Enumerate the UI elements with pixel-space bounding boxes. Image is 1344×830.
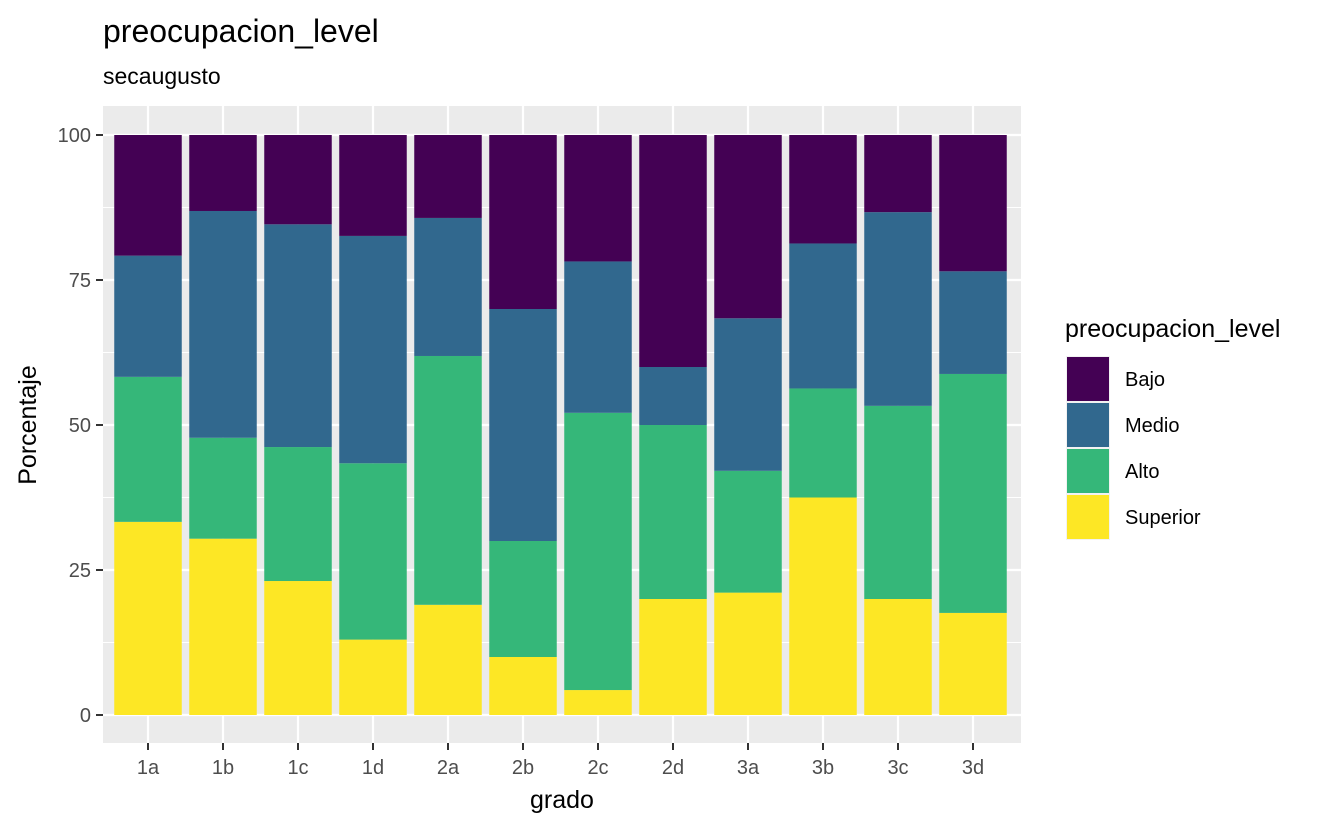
bar-segment-1a-medio — [114, 255, 182, 377]
y-axis: 0 25 50 75 100 — [58, 125, 103, 727]
bar-segment-2c-bajo — [564, 135, 632, 262]
legend-swatch-alto — [1067, 449, 1109, 493]
x-tick-label: 3b — [812, 757, 834, 779]
bar-segment-1c-medio — [264, 224, 332, 448]
bar-segment-3b-alto — [789, 388, 857, 498]
bar-segment-1b-bajo — [189, 135, 257, 211]
y-axis-title: Porcentaje — [14, 365, 42, 485]
x-tick-label: 1c — [287, 757, 308, 779]
bar-segment-3d-bajo — [939, 135, 1007, 272]
legend: Bajo Medio Alto Superior — [1066, 356, 1201, 540]
bar-segment-2b-superior — [489, 657, 557, 715]
bar-segment-2d-medio — [639, 367, 707, 425]
bar-segment-3a-medio — [714, 318, 782, 471]
bar-segment-1a-superior — [114, 521, 182, 715]
x-tick-label: 2a — [437, 757, 460, 779]
bar-segment-1c-superior — [264, 581, 332, 715]
legend-swatch-bajo — [1067, 357, 1109, 401]
bar-segment-3d-alto — [939, 373, 1007, 613]
bar-segment-2b-alto — [489, 541, 557, 657]
bar-segment-1d-superior — [339, 639, 407, 715]
y-tick-label: 0 — [80, 705, 91, 727]
bar-segment-1c-alto — [264, 447, 332, 582]
chart-title: preocupacion_level — [103, 13, 379, 49]
x-tick-label: 3a — [737, 757, 760, 779]
y-tick-label: 25 — [69, 560, 91, 582]
x-tick-label: 3c — [887, 757, 908, 779]
bar-segment-3a-bajo — [714, 135, 782, 319]
bar-segment-2c-superior — [564, 690, 632, 715]
legend-swatch-superior — [1067, 495, 1109, 539]
bar-segment-2a-alto — [414, 355, 482, 605]
bar-segment-3a-alto — [714, 470, 782, 593]
x-axis: 1a 1b 1c 1d 2a 2b 2c 2d 3a 3b 3c 3d — [137, 743, 984, 779]
y-tick-label: 50 — [69, 415, 91, 437]
bar-segment-3c-superior — [864, 599, 932, 715]
bar-segment-2b-medio — [489, 309, 557, 541]
y-tick-label: 100 — [58, 125, 91, 147]
x-tick-label: 3d — [962, 757, 984, 779]
bar-segment-3d-superior — [939, 612, 1007, 715]
bar-segment-2d-alto — [639, 425, 707, 599]
legend-label-superior: Superior — [1125, 507, 1201, 529]
bar-segment-2a-bajo — [414, 135, 482, 218]
bar-segment-1d-medio — [339, 235, 407, 464]
bar-segment-3a-superior — [714, 592, 782, 715]
bar-segment-1d-alto — [339, 463, 407, 640]
x-tick-label: 1d — [362, 757, 384, 779]
bar-segment-3b-bajo — [789, 135, 857, 244]
bar-segment-3c-bajo — [864, 135, 932, 213]
bar-segment-3b-medio — [789, 243, 857, 389]
legend-label-medio: Medio — [1125, 415, 1179, 437]
bar-segment-1d-bajo — [339, 135, 407, 236]
y-tick-label: 75 — [69, 270, 91, 292]
x-tick-label: 2b — [512, 757, 534, 779]
x-tick-label: 2c — [587, 757, 608, 779]
bar-segment-1a-alto — [114, 376, 182, 522]
legend-label-alto: Alto — [1125, 461, 1159, 483]
legend-swatch-medio — [1067, 403, 1109, 447]
bar-segment-2d-superior — [639, 599, 707, 715]
bar-segment-1b-superior — [189, 538, 257, 715]
bar-segment-3c-medio — [864, 212, 932, 406]
x-tick-label: 1b — [212, 757, 234, 779]
bar-segment-1a-bajo — [114, 135, 182, 256]
bar-segment-3c-alto — [864, 405, 932, 599]
bar-segment-3b-superior — [789, 497, 857, 715]
bar-segment-3d-medio — [939, 271, 1007, 374]
x-axis-title: grado — [530, 786, 594, 814]
bar-segment-2a-medio — [414, 217, 482, 356]
legend-title: preocupacion_level — [1065, 315, 1280, 343]
bar-segment-2a-superior — [414, 604, 482, 715]
bar-segment-1c-bajo — [264, 135, 332, 225]
bar-segment-2b-bajo — [489, 135, 557, 309]
x-tick-label: 2d — [662, 757, 684, 779]
bar-segment-2c-medio — [564, 261, 632, 413]
x-tick-label: 1a — [137, 757, 160, 779]
bar-segment-2d-bajo — [639, 135, 707, 367]
chart-subtitle: secaugusto — [103, 63, 221, 89]
bar-segment-1b-alto — [189, 437, 257, 539]
bar-segment-2c-alto — [564, 412, 632, 691]
legend-label-bajo: Bajo — [1125, 369, 1165, 391]
bars — [114, 135, 1007, 715]
bar-segment-1b-medio — [189, 210, 257, 438]
